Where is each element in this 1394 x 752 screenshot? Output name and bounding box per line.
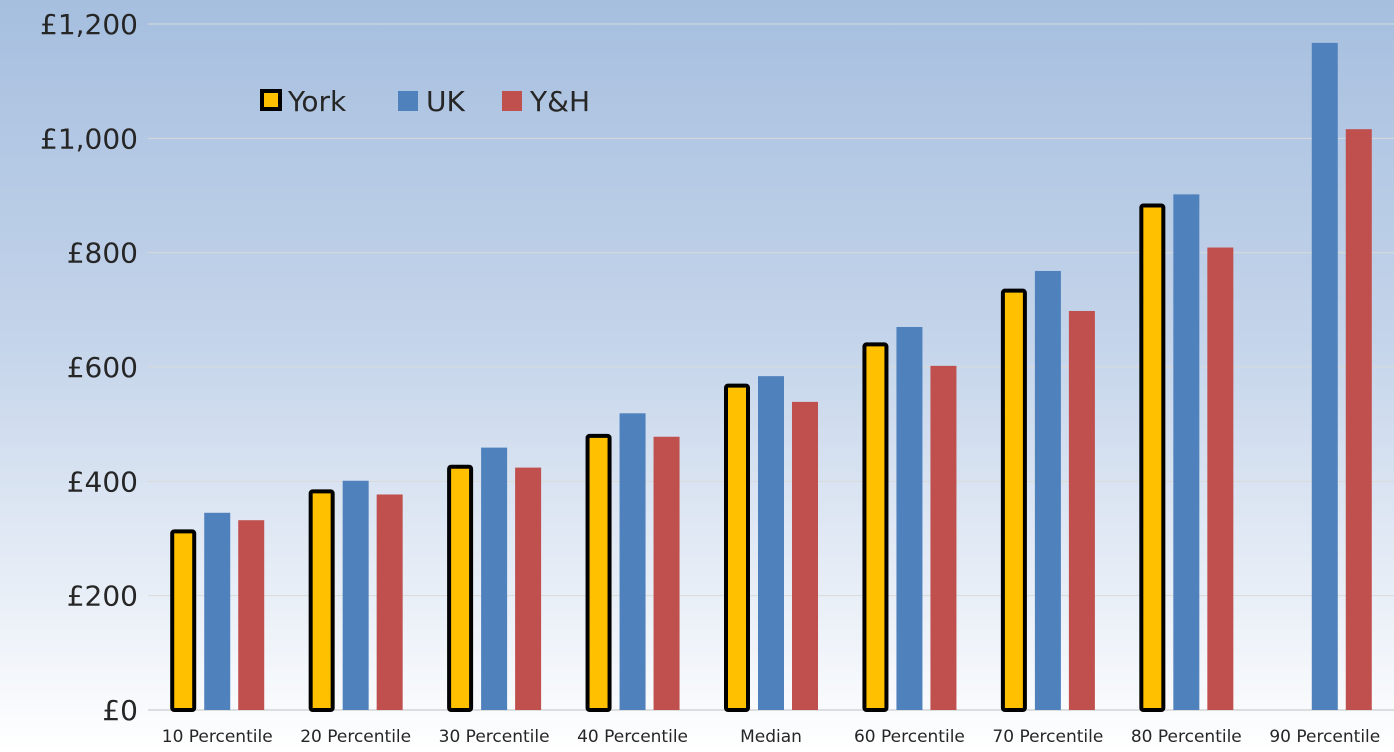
- bar-y-h: [792, 401, 818, 710]
- bar-york: [862, 342, 889, 712]
- bar-y-h: [1068, 310, 1095, 710]
- y-tick-label: £0: [102, 694, 138, 727]
- legend-swatch-y-h: [502, 91, 522, 111]
- x-category-label: Median: [740, 727, 802, 747]
- bar-uk: [619, 413, 646, 710]
- x-category-label: 40 Percentile: [577, 727, 688, 747]
- bar-uk: [481, 447, 508, 710]
- bar-york: [585, 433, 612, 712]
- bar-y-h: [1345, 129, 1372, 711]
- x-category-label: 60 Percentile: [854, 727, 965, 747]
- y-tick-label: £200: [67, 580, 138, 613]
- bar-uk: [1311, 42, 1338, 711]
- bar-uk: [758, 376, 784, 710]
- bar-york: [724, 383, 750, 712]
- bar-uk: [342, 480, 369, 710]
- y-tick-label: £600: [67, 351, 138, 384]
- bar-y-h: [930, 365, 957, 710]
- bar-york: [447, 464, 474, 712]
- x-category-label: 80 Percentile: [1131, 727, 1242, 747]
- bar-y-h: [376, 494, 403, 710]
- bar-york: [1000, 288, 1027, 712]
- bar-uk: [1173, 194, 1200, 710]
- x-axis-category-labels: 10 Percentile 20 Percentile 30 Percentile 4…: [162, 727, 1380, 747]
- bar-uk: [1034, 270, 1061, 710]
- y-axis-tick-labels: £0 £200 £400 £600 £800 £1,000 £1,200: [40, 8, 138, 727]
- legend-swatch-uk: [398, 91, 418, 111]
- bar-y-h: [238, 520, 265, 710]
- x-category-label: 90 Percentile: [1269, 727, 1380, 747]
- bar-uk: [896, 326, 923, 710]
- legend-label-york: York: [287, 85, 347, 118]
- y-tick-label: £800: [67, 237, 138, 270]
- x-category-label: 20 Percentile: [300, 727, 411, 747]
- bar-york: [308, 489, 335, 712]
- x-category-label: 70 Percentile: [992, 727, 1103, 747]
- legend-label-y-h: Y&H: [529, 85, 590, 118]
- bar-uk: [204, 512, 231, 710]
- legend-label-uk: UK: [426, 85, 465, 118]
- y-tick-label: £1,000: [40, 122, 138, 155]
- x-category-label: 10 Percentile: [162, 727, 273, 747]
- bars: [170, 42, 1372, 712]
- y-tick-label: £1,200: [40, 8, 138, 41]
- y-tick-label: £400: [67, 465, 138, 498]
- x-category-label: 30 Percentile: [439, 727, 550, 747]
- bar-y-h: [515, 467, 542, 710]
- bar-york: [170, 529, 197, 712]
- legend-swatch-york: [260, 89, 282, 111]
- legend: York UK Y&H: [260, 85, 590, 118]
- bar-york: [1139, 203, 1166, 712]
- bar-y-h: [1207, 247, 1234, 710]
- bar-y-h: [653, 436, 680, 710]
